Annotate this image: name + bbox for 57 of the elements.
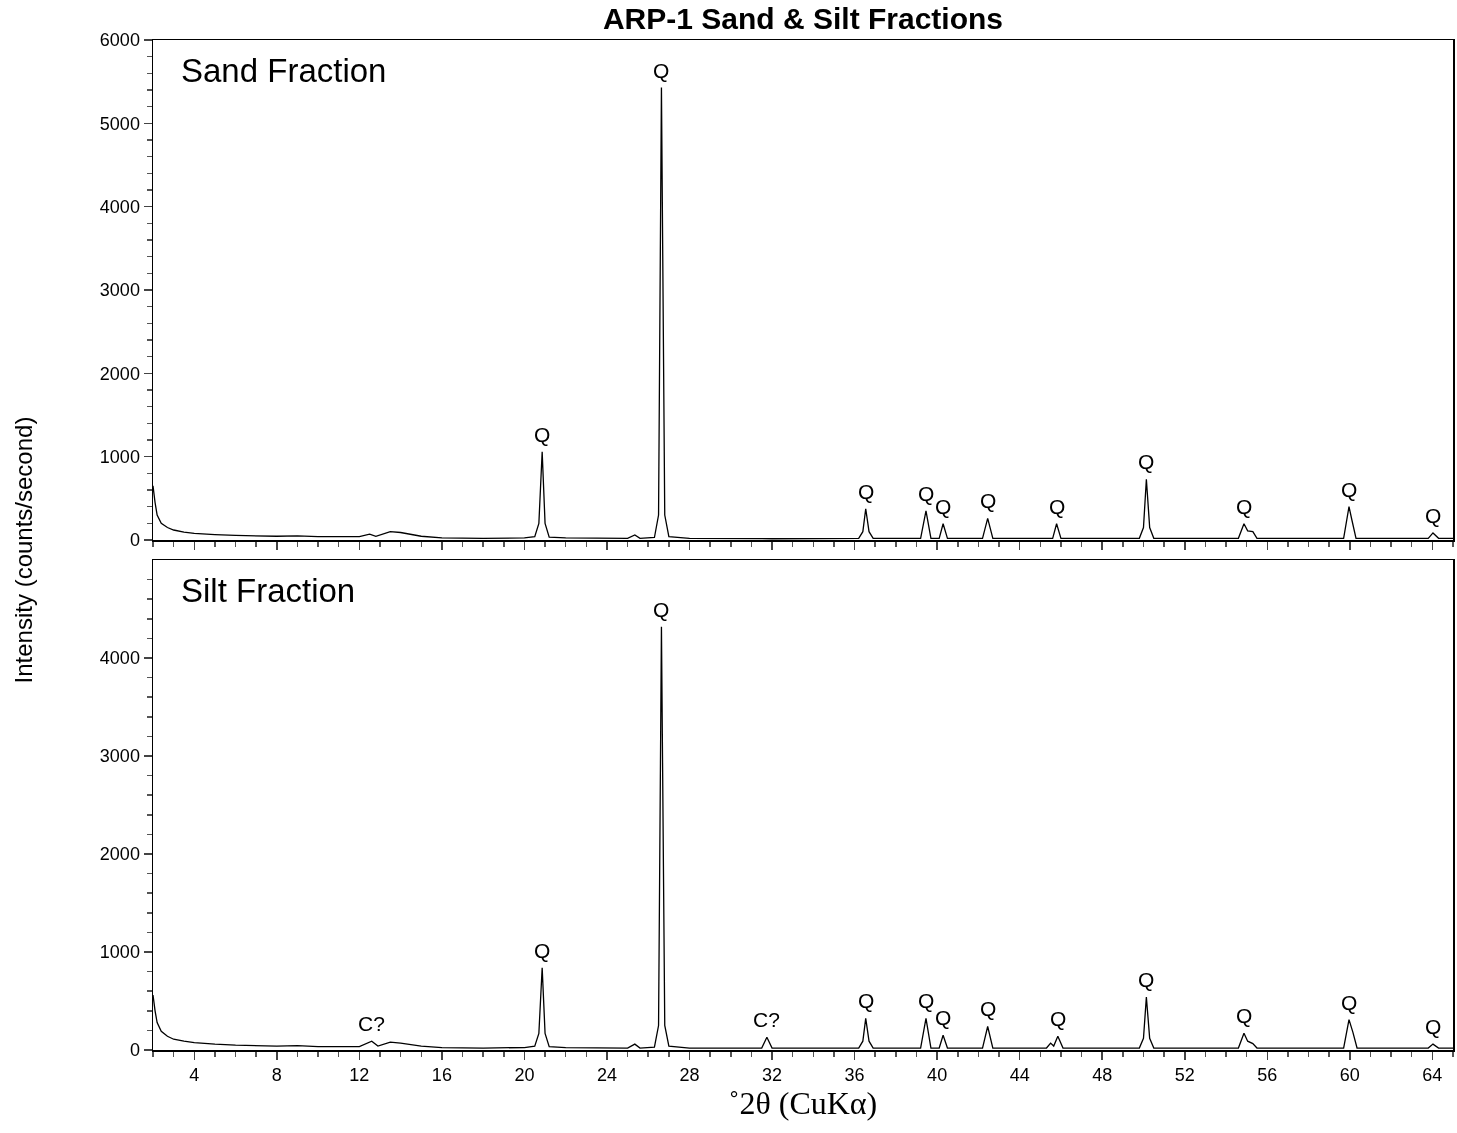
- y-tick-label: 3000: [99, 746, 140, 767]
- y-tick-label: 2000: [99, 844, 140, 865]
- chart-title: ARP-1 Sand & Silt Fractions: [601, 2, 1005, 36]
- annotation: Q: [1138, 450, 1155, 473]
- annotation: Q: [918, 989, 935, 1012]
- x-tick-label: 64: [1422, 1065, 1443, 1086]
- y-tick-label: 3000: [99, 280, 140, 301]
- x-tick-label: 56: [1257, 1065, 1278, 1086]
- x-axis-title: ˚2θ (CuKα): [728, 1085, 878, 1122]
- annotation: Q: [858, 989, 875, 1012]
- annotation: Q: [1341, 991, 1358, 1014]
- annotation: Q: [918, 482, 935, 505]
- x-tick-label: 20: [514, 1065, 535, 1086]
- x-tick-label: 60: [1339, 1065, 1360, 1086]
- x-tick-label: 4: [189, 1065, 200, 1086]
- x-tick-label: 44: [1009, 1065, 1030, 1086]
- annotation: Q: [534, 939, 551, 962]
- chart-subtitle: Silt Fraction: [181, 572, 356, 609]
- y-tick-label: 4000: [99, 196, 140, 217]
- annotation: C?: [753, 1008, 780, 1031]
- y-tick-label: 0: [129, 1040, 140, 1061]
- annotation: Q: [534, 423, 551, 446]
- x-tick-label: 12: [349, 1065, 370, 1086]
- annotation: Q: [653, 598, 670, 621]
- x-tick-label: 16: [431, 1065, 452, 1086]
- annotation: Q: [980, 489, 997, 512]
- chart-subtitle: Sand Fraction: [181, 52, 387, 89]
- y-tick-label: 1000: [99, 446, 140, 467]
- annotation: Q: [858, 480, 875, 503]
- y-tick-label: 6000: [99, 30, 140, 51]
- annotation: Q: [935, 1006, 952, 1029]
- annotation: Q: [653, 59, 670, 82]
- annotation: Q: [980, 997, 997, 1020]
- annotation: Q: [1425, 504, 1442, 527]
- x-tick-label: 36: [844, 1065, 865, 1086]
- y-axis-title: Intensity (counts/second): [10, 416, 38, 684]
- y-tick-label: 1000: [99, 942, 140, 963]
- annotation: Q: [1049, 495, 1066, 518]
- annotation: Q: [1236, 495, 1253, 518]
- y-tick-label: 4000: [99, 648, 140, 669]
- x-tick-label: 28: [679, 1065, 700, 1086]
- x-tick-label: 8: [271, 1065, 282, 1086]
- annotation: Q: [1425, 1015, 1442, 1038]
- x-tick-label: 40: [927, 1065, 948, 1086]
- x-tick-label: 32: [762, 1065, 783, 1086]
- annotation: Q: [1138, 968, 1155, 991]
- annotation: C?: [358, 1012, 385, 1035]
- annotation: Q: [1236, 1004, 1253, 1027]
- x-tick-label: 24: [596, 1065, 617, 1086]
- x-tick-label: 48: [1092, 1065, 1113, 1086]
- annotation: Q: [935, 495, 952, 518]
- annotation: Q: [1050, 1007, 1067, 1030]
- y-tick-label: 2000: [99, 363, 140, 384]
- x-tick-label: 52: [1174, 1065, 1195, 1086]
- y-tick-label: 0: [129, 530, 140, 551]
- y-tick-label: 5000: [99, 113, 140, 134]
- annotation: Q: [1341, 478, 1358, 501]
